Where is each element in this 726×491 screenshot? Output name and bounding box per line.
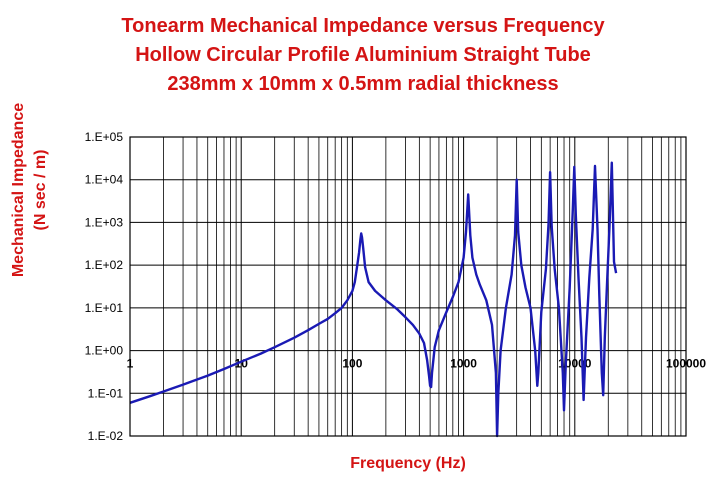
title-line-3: 238mm x 10mm x 0.5mm radial thickness [167,73,559,95]
title-line-2: Hollow Circular Profile Aluminium Straig… [135,44,591,66]
chart-title: Tonearm Mechanical Impedance versus Freq… [0,12,726,99]
y-tick-label: 1.E+03 [85,215,124,229]
x-tick-label: 1000 [450,357,477,371]
tick-labels: 1.E-02 1.E-01 1.E+00 1.E+01 1.E+02 1.E+03 1.E+… [85,130,707,443]
title-line-1: Tonearm Mechanical Impedance versus Freq… [121,15,605,37]
y-tick-label: 1.E+05 [85,130,124,144]
y-tick-label: 1.E-01 [88,386,124,400]
y-tick-label: 1.E-02 [88,429,124,443]
plot-frame [129,136,687,437]
y-tick-label: 1.E+01 [85,301,124,315]
x-tick-label: 100 [342,357,362,371]
y-tick-label: 1.E+02 [85,258,124,272]
y-tick-label: 1.E+04 [85,173,124,187]
x-axis-label: Frequency (Hz) [350,455,466,472]
y-tick-label: 1.E+00 [85,344,124,358]
impedance-curve [129,161,618,438]
